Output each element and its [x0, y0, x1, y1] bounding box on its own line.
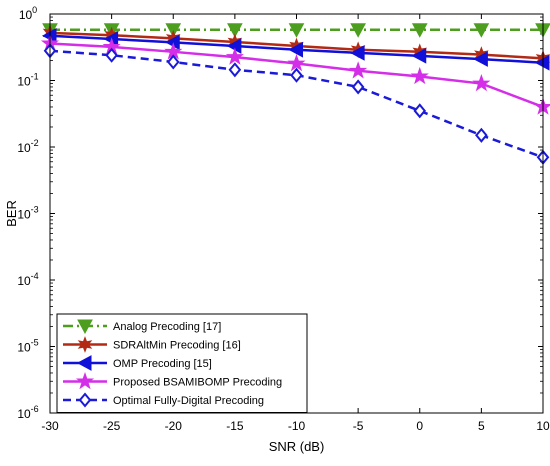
y-tick-label: 100 — [19, 5, 37, 22]
data-point — [350, 23, 366, 38]
legend: Analog Precoding [17] SDRAltMin Precoding… — [56, 313, 308, 413]
legend-marker — [75, 371, 95, 390]
x-tick-label: -10 — [288, 419, 306, 433]
legend-item: Proposed BSAMIBOMP Precoding — [63, 371, 282, 390]
legend-label: Proposed BSAMIBOMP Precoding — [113, 377, 282, 389]
legend-item: Optimal Fully-Digital Precoding — [63, 392, 264, 408]
y-tick-label: 10-5 — [17, 338, 38, 355]
data-point — [473, 23, 490, 38]
data-point — [410, 66, 429, 85]
ticks-layer: -30 -25 -20 -15 -10 -5 0 5 10 10-6 10-5 10-4 10-3 10-… — [17, 5, 550, 433]
x-tick-label: -25 — [103, 419, 121, 433]
data-point — [287, 53, 306, 72]
data-point — [472, 74, 491, 92]
x-tick-label: 5 — [478, 419, 485, 433]
y-tick-label: 10-6 — [17, 404, 38, 421]
x-tick-label: -5 — [353, 419, 364, 433]
x-tick-label: -15 — [226, 419, 244, 433]
data-point — [413, 103, 427, 119]
data-point — [411, 47, 427, 64]
x-tick-label: -20 — [165, 419, 183, 433]
data-point — [288, 23, 305, 38]
y-axis-label: BER — [4, 200, 19, 227]
data-point — [227, 23, 243, 38]
data-point — [351, 79, 365, 95]
data-point — [105, 47, 118, 63]
data-point — [349, 61, 368, 79]
data-point — [228, 62, 242, 78]
data-point — [288, 41, 303, 58]
x-axis-label: SNR (dB) — [269, 439, 325, 454]
legend-item: Analog Precoding [17] — [63, 319, 221, 335]
series-layer — [40, 23, 550, 165]
data-point — [290, 67, 303, 83]
x-tick-label: 10 — [536, 419, 550, 433]
data-point — [225, 47, 244, 65]
y-tick-label: 10-4 — [17, 271, 38, 288]
legend-label: OMP Precoding [15] — [113, 358, 212, 370]
legend-label: Optimal Fully-Digital Precoding — [113, 395, 264, 407]
legend-marker — [77, 319, 93, 335]
data-point — [411, 23, 428, 38]
x-tick-label: -30 — [41, 419, 59, 433]
y-tick-label: 10-3 — [17, 205, 38, 222]
legend-label: SDRAltMin Precoding [16] — [113, 340, 241, 352]
legend-marker — [76, 355, 92, 371]
series-4 — [43, 43, 550, 165]
data-point — [166, 54, 180, 70]
legend-marker — [78, 392, 92, 408]
legend-label: Analog Precoding [17] — [113, 321, 221, 333]
data-point — [475, 127, 488, 143]
legend-item: SDRAltMin Precoding [16] — [63, 336, 241, 353]
data-point — [350, 45, 365, 61]
data-point — [473, 51, 488, 67]
y-tick-label: 10-2 — [17, 138, 38, 155]
y-tick-label: 10-1 — [17, 72, 38, 89]
legend-marker — [77, 336, 93, 353]
x-tick-label: 0 — [416, 419, 423, 433]
legend-item: OMP Precoding [15] — [63, 355, 212, 371]
